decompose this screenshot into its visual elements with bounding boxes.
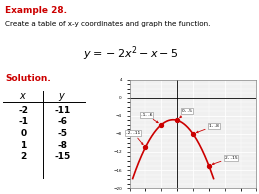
Text: -1: -1: [18, 117, 28, 126]
Text: -5: -5: [57, 129, 67, 138]
Text: -6: -6: [57, 117, 67, 126]
Text: -2, -11: -2, -11: [126, 131, 143, 145]
Text: 2: 2: [20, 152, 26, 161]
Text: Solution.: Solution.: [5, 74, 51, 83]
Text: 0: 0: [20, 129, 26, 138]
Text: Example 28.: Example 28.: [5, 6, 67, 15]
Point: [191, 132, 195, 135]
Point: [143, 146, 147, 149]
Point: [159, 123, 163, 126]
Text: $y$: $y$: [58, 91, 66, 103]
Text: $x$: $x$: [19, 91, 27, 101]
Text: Create a table of x-y coordinates and graph the function.: Create a table of x-y coordinates and gr…: [5, 21, 211, 27]
Text: $y = -2x^2 - x - 5$: $y = -2x^2 - x - 5$: [83, 45, 178, 63]
Text: 1: 1: [20, 141, 26, 150]
Text: -15: -15: [54, 152, 70, 161]
Text: -8: -8: [57, 141, 67, 150]
Point: [175, 119, 179, 122]
Text: -11: -11: [54, 106, 70, 115]
Point: [207, 164, 211, 167]
Text: 1, -8: 1, -8: [196, 124, 219, 133]
Text: 2, -15: 2, -15: [212, 156, 238, 165]
Text: 0, -5: 0, -5: [180, 109, 192, 118]
Text: -2: -2: [18, 106, 28, 115]
Text: -1, -6: -1, -6: [141, 113, 158, 123]
